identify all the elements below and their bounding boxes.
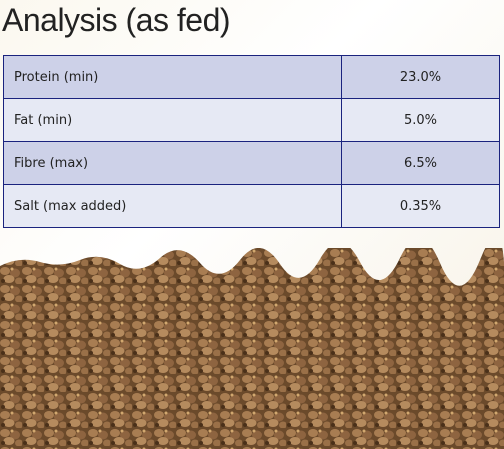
nutrient-value: 0.35% — [341, 184, 500, 228]
nutrient-value: 6.5% — [341, 141, 500, 185]
nutrient-label: Fibre (max) — [3, 141, 342, 185]
nutrient-label: Salt (max added) — [3, 184, 342, 228]
table-row: Fat (min) 5.0% — [3, 98, 500, 142]
nutrient-value: 5.0% — [341, 98, 500, 142]
analysis-table: Protein (min) 23.0% Fat (min) 5.0% Fibre (ma… — [3, 55, 500, 228]
table-row: Protein (min) 23.0% — [3, 55, 500, 99]
nutrient-value: 23.0% — [341, 55, 500, 99]
nutrient-label: Protein (min) — [3, 55, 342, 99]
table-row: Salt (max added) 0.35% — [3, 184, 500, 228]
table-row: Fibre (max) 6.5% — [3, 141, 500, 185]
nutrient-label: Fat (min) — [3, 98, 342, 142]
pellet-image — [0, 248, 504, 449]
title: Analysis (as fed) — [2, 2, 231, 38]
